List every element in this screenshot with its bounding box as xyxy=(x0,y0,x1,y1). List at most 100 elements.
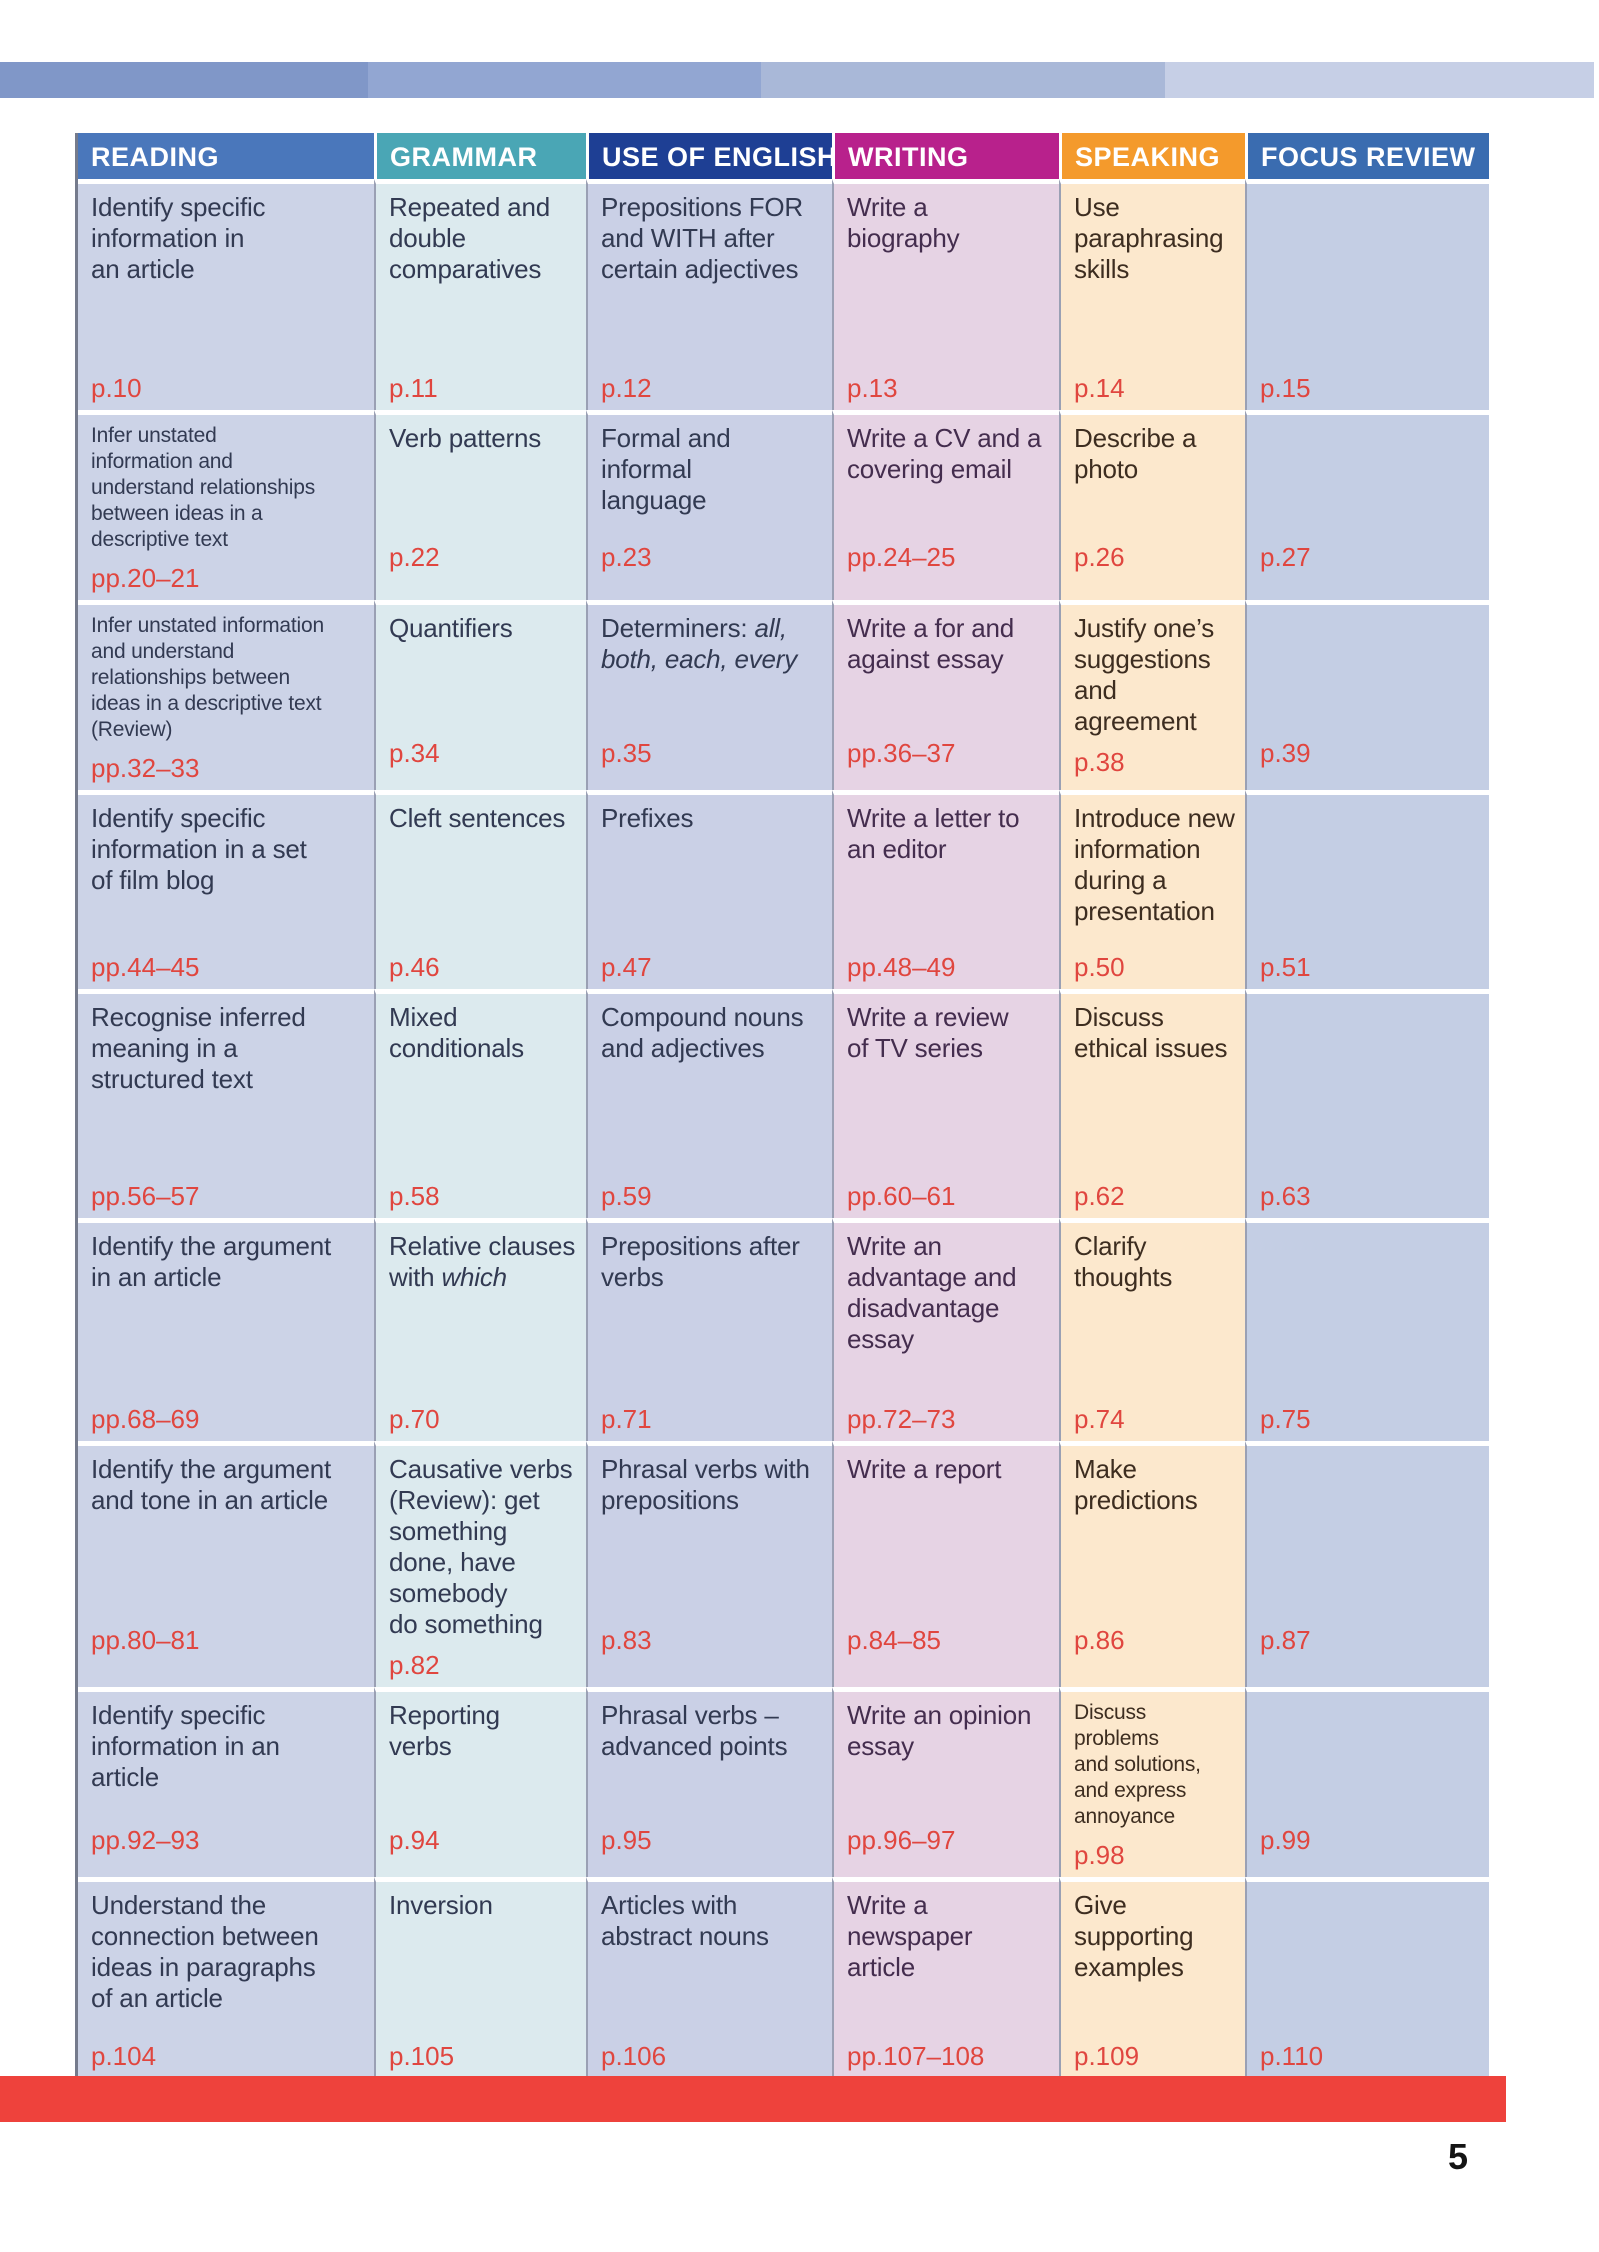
cell-page-number: pp.107–108 xyxy=(847,2041,985,2071)
cell-text: Quantifiers xyxy=(389,613,513,643)
cell-page-number: p.34 xyxy=(389,738,440,768)
cell-text: Write an opinion essay xyxy=(847,1700,1032,1761)
cell-page-number: p.59 xyxy=(601,1181,652,1211)
table-cell-grammar: Verb patterns p.22 xyxy=(374,410,586,600)
page-banner xyxy=(0,62,1594,98)
cell-page-number: pp.20–21 xyxy=(91,563,200,593)
table-cell-focus-review: p.75 xyxy=(1245,1218,1489,1441)
cell-text: Identify specific information in an arti… xyxy=(91,1700,280,1792)
column-header-writing: WRITING xyxy=(832,133,1059,179)
cell-text: Identify specific information in an arti… xyxy=(91,192,266,284)
contents-table: READING GRAMMAR USE OF ENGLISH WRITING S… xyxy=(75,133,1489,2079)
cell-page-number: pp.92–93 xyxy=(91,1825,200,1855)
cell-page-number: p.12 xyxy=(601,373,652,403)
table-cell-focus-review: p.39 xyxy=(1245,600,1489,790)
cell-text: Phrasal verbs with prepositions xyxy=(601,1454,810,1515)
cell-text: Write an advantage and disadvantage essa… xyxy=(847,1231,1017,1354)
cell-page-number: p.23 xyxy=(601,542,652,572)
cell-page-number: p.63 xyxy=(1260,1181,1311,1211)
table-cell-use-of-english: Compound nouns and adjectives p.59 xyxy=(586,989,832,1218)
cell-text: Write a report xyxy=(847,1454,1002,1484)
table-cell-speaking: Clarify thoughts p.74 xyxy=(1059,1218,1245,1441)
cell-text: Cleft sentences xyxy=(389,803,566,833)
table-cell-focus-review: p.110 xyxy=(1245,1877,1489,2079)
table-cell-reading: Identify specific information in a set o… xyxy=(78,790,374,989)
cell-page-number: pp.32–33 xyxy=(91,753,200,783)
cell-page-number: p.22 xyxy=(389,542,440,572)
cell-page-number: p.13 xyxy=(847,373,898,403)
table-cell-use-of-english: Phrasal verbs with prepositions p.83 xyxy=(586,1441,832,1687)
table-cell-speaking: Discuss ethical issues p.62 xyxy=(1059,989,1245,1218)
table-cell-grammar: Mixed conditionals p.58 xyxy=(374,989,586,1218)
cell-page-number: p.27 xyxy=(1260,542,1311,572)
cell-page-number: p.106 xyxy=(601,2041,667,2071)
table-cell-writing: Write an advantage and disadvantage essa… xyxy=(832,1218,1059,1441)
red-footer-bar xyxy=(0,2076,1506,2122)
table-cell-speaking: Give supporting examples p.109 xyxy=(1059,1877,1245,2079)
cell-text: Infer unstated information and understan… xyxy=(91,424,316,551)
table-row: Understand the connection between ideas … xyxy=(78,1877,1489,2079)
cell-page-number: p.94 xyxy=(389,1825,440,1855)
cell-page-number: p.87 xyxy=(1260,1625,1311,1655)
cell-text: Write a CV and a covering email xyxy=(847,423,1042,484)
table-cell-focus-review: p.99 xyxy=(1245,1687,1489,1877)
cell-text: Write a for and against essay xyxy=(847,613,1015,674)
column-header-focus-review: FOCUS REVIEW xyxy=(1245,133,1489,179)
cell-page-number: pp.60–61 xyxy=(847,1181,956,1211)
cell-page-number: pp.96–97 xyxy=(847,1825,956,1855)
cell-page-number: pp.48–49 xyxy=(847,952,956,982)
table-cell-grammar: Relative clauses with which p.70 xyxy=(374,1218,586,1441)
cell-page-number: pp.56–57 xyxy=(91,1181,200,1211)
cell-text: Give supporting examples xyxy=(1074,1890,1194,1982)
table-cell-speaking: Make predictions p.86 xyxy=(1059,1441,1245,1687)
table-cell-grammar: Repeated and double comparatives p.11 xyxy=(374,179,586,410)
cell-page-number: p.99 xyxy=(1260,1825,1311,1855)
table-row: Infer unstated information and understan… xyxy=(78,600,1489,790)
table-row: Identify specific information in an arti… xyxy=(78,179,1489,410)
table-cell-use-of-english: Phrasal verbs – advanced points p.95 xyxy=(586,1687,832,1877)
cell-page-number: pp.36–37 xyxy=(847,738,956,768)
table-cell-reading: Identify specific information in an arti… xyxy=(78,1687,374,1877)
cell-text: Write a letter to an editor xyxy=(847,803,1020,864)
contents-table-wrap: READING GRAMMAR USE OF ENGLISH WRITING S… xyxy=(75,133,1489,2079)
cell-page-number: p.71 xyxy=(601,1404,652,1434)
cell-page-number: p.86 xyxy=(1074,1625,1125,1655)
cell-text: Use paraphrasing skills xyxy=(1074,192,1224,284)
cell-text: Reporting verbs xyxy=(389,1700,500,1761)
cell-page-number: p.39 xyxy=(1260,738,1311,768)
cell-page-number: p.104 xyxy=(91,2041,157,2071)
cell-page-number: p.84–85 xyxy=(847,1625,941,1655)
table-cell-grammar: Cleft sentences p.46 xyxy=(374,790,586,989)
cell-page-number: p.82 xyxy=(389,1650,440,1680)
cell-page-number: p.26 xyxy=(1074,542,1125,572)
table-cell-reading: Recognise inferred meaning in a structur… xyxy=(78,989,374,1218)
cell-page-number: p.38 xyxy=(1074,747,1125,777)
cell-page-number: p.62 xyxy=(1074,1181,1125,1211)
table-cell-writing: Write a CV and a covering email pp.24–25 xyxy=(832,410,1059,600)
table-row: Identify the argument in an article pp.68… xyxy=(78,1218,1489,1441)
page-number: 5 xyxy=(1448,2136,1469,2177)
cell-text: Write a biography xyxy=(847,192,960,253)
cell-text: Identify the argument and tone in an art… xyxy=(91,1454,332,1515)
table-cell-use-of-english: Determiners: all, both, each, every p.35 xyxy=(586,600,832,790)
table-body: Identify specific information in an arti… xyxy=(78,179,1489,2079)
cell-text: Prepositions after verbs xyxy=(601,1231,800,1292)
table-cell-focus-review: p.27 xyxy=(1245,410,1489,600)
cell-page-number: p.98 xyxy=(1074,1840,1125,1870)
cell-text: Identify specific information in a set o… xyxy=(91,803,307,895)
cell-text: Prepositions FOR and WITH after certain … xyxy=(601,192,803,284)
cell-page-number: p.14 xyxy=(1074,373,1125,403)
banner-segment-3 xyxy=(761,62,1165,98)
cell-text: Recognise inferred meaning in a structur… xyxy=(91,1002,306,1094)
cell-page-number: p.35 xyxy=(601,738,652,768)
cell-page-number: p.105 xyxy=(389,2041,455,2071)
column-header-grammar: GRAMMAR xyxy=(374,133,586,179)
table-cell-writing: Write a for and against essay pp.36–37 xyxy=(832,600,1059,790)
cell-text: Phrasal verbs – advanced points xyxy=(601,1700,788,1761)
cell-text: Clarify thoughts xyxy=(1074,1231,1173,1292)
banner-segment-2 xyxy=(368,62,761,98)
cell-text: Identify the argument in an article xyxy=(91,1231,332,1292)
table-cell-speaking: Discuss problems and solutions, and expr… xyxy=(1059,1687,1245,1877)
cell-text: Inversion xyxy=(389,1890,493,1920)
cell-page-number: p.58 xyxy=(389,1181,440,1211)
